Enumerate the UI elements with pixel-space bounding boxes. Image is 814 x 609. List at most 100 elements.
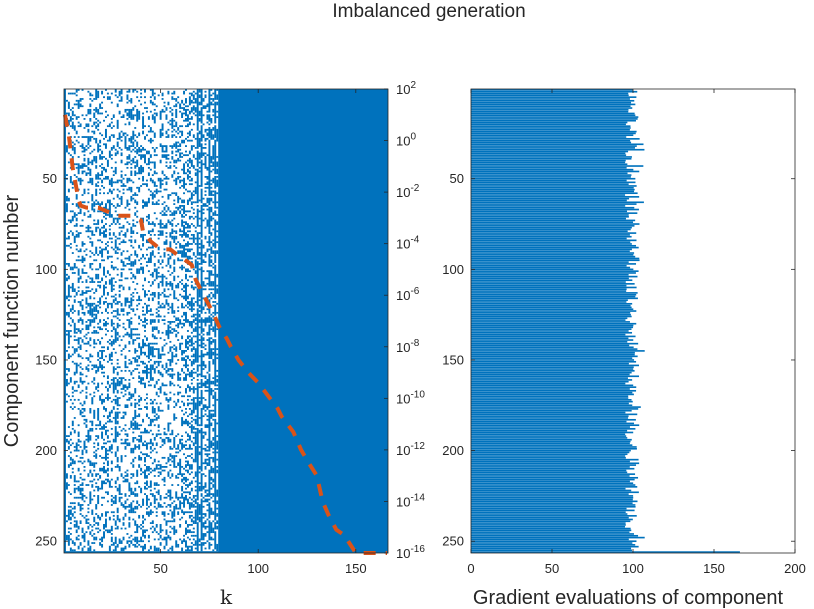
heatmap-cell <box>97 210 100 213</box>
heatmap-cell <box>101 456 104 459</box>
heatmap-cell <box>185 226 187 229</box>
heatmap-cell <box>118 433 121 436</box>
bar <box>471 371 632 374</box>
heatmap-cell <box>77 277 80 283</box>
heatmap-cell <box>171 496 174 499</box>
heatmap-cell <box>147 290 150 292</box>
heatmap-cell <box>153 194 156 198</box>
heatmap-cell <box>149 480 152 488</box>
heatmap-cell <box>138 132 141 137</box>
heatmap-cell <box>95 364 98 369</box>
heatmap-cell <box>75 130 78 135</box>
bar <box>471 525 626 528</box>
bar-x-tick-label: 50 <box>545 561 559 576</box>
heatmap-cell <box>173 192 176 195</box>
heatmap-cell <box>167 121 170 124</box>
heatmap-cell <box>67 527 70 530</box>
heatmap-cell <box>165 235 168 238</box>
bar <box>471 351 635 354</box>
heatmap-cell <box>122 384 125 390</box>
heatmap-cell <box>101 241 104 244</box>
heatmap-cell <box>120 284 123 287</box>
heatmap-cell <box>97 531 100 534</box>
heatmap-cell <box>183 496 186 508</box>
heatmap-cell <box>202 337 205 341</box>
heatmap-cell <box>144 518 146 521</box>
heatmap-cell <box>208 453 211 456</box>
heatmap-cell <box>173 170 176 175</box>
heatmap-cell <box>104 89 107 91</box>
heatmap-cell <box>206 308 209 311</box>
heatmap-cell <box>110 351 113 358</box>
heatmap-right-tick-label: 10-4 <box>396 235 420 252</box>
heatmap-cell <box>188 408 191 410</box>
heatmap-cell <box>124 384 127 389</box>
heatmap-cell <box>97 201 100 205</box>
heatmap-cell <box>130 293 133 296</box>
heatmap-cell <box>179 406 182 408</box>
heatmap-cell <box>173 290 176 300</box>
heatmap-cell <box>97 304 100 307</box>
heatmap-cell <box>149 402 152 405</box>
heatmap-cell <box>81 311 84 314</box>
heatmap-cell <box>179 125 182 128</box>
bar <box>471 464 637 466</box>
heatmap-cell <box>101 101 104 104</box>
heatmap-cell <box>75 248 78 251</box>
heatmap-cell <box>132 261 135 267</box>
heatmap-cell <box>106 500 109 503</box>
heatmap-cell <box>122 177 125 180</box>
heatmap-cell <box>79 293 82 296</box>
heatmap-cell <box>91 427 94 432</box>
heatmap-cell <box>151 147 154 149</box>
heatmap-cell <box>118 217 121 220</box>
heatmap-cell <box>93 549 96 552</box>
heatmap-cell <box>69 230 72 233</box>
heatmap-cell <box>134 543 137 548</box>
heatmap-cell <box>206 166 209 171</box>
heatmap-cell <box>183 311 186 316</box>
heatmap-cell <box>177 371 180 381</box>
heatmap-cell <box>185 418 187 425</box>
heatmap-cell <box>144 201 146 207</box>
heatmap-cell <box>186 346 189 350</box>
heatmap-cell <box>136 268 139 274</box>
heatmap-cell <box>126 161 129 166</box>
heatmap-cell <box>83 415 86 418</box>
heatmap-cell <box>177 223 180 225</box>
heatmap-cell <box>138 404 141 407</box>
heatmap-cell <box>104 429 107 436</box>
heatmap-cell <box>79 513 82 515</box>
heatmap-cell <box>95 304 98 312</box>
heatmap-cell <box>87 224 90 233</box>
bar <box>471 389 637 392</box>
heatmap-cell <box>212 114 215 117</box>
heatmap-cell <box>157 223 160 225</box>
heatmap-cell <box>91 241 94 247</box>
heatmap-cell <box>126 188 129 191</box>
heatmap-x-tick-label: 50 <box>153 561 167 576</box>
heatmap-cell <box>91 473 94 477</box>
heatmap-cell <box>194 415 197 418</box>
heatmap-cell <box>77 545 80 550</box>
heatmap-cell <box>181 409 184 412</box>
heatmap-cell <box>77 408 80 410</box>
heatmap-cell <box>161 132 164 137</box>
heatmap-cell <box>206 317 209 323</box>
heatmap-cell <box>104 234 107 238</box>
heatmap-cell <box>140 346 143 356</box>
bar <box>471 228 631 231</box>
heatmap-cell <box>163 391 166 396</box>
heatmap-cell <box>124 174 127 176</box>
heatmap-cell <box>103 456 105 459</box>
heatmap-cell <box>167 373 170 376</box>
heatmap-cell <box>159 433 162 436</box>
heatmap-cell <box>95 473 98 477</box>
heatmap-cell <box>110 420 113 423</box>
heatmap-cell <box>144 464 146 466</box>
heatmap-cell <box>204 431 207 436</box>
heatmap-cell <box>93 442 96 445</box>
heatmap-cell <box>120 96 123 102</box>
heatmap-cell <box>155 315 158 318</box>
heatmap-cell <box>210 101 213 106</box>
